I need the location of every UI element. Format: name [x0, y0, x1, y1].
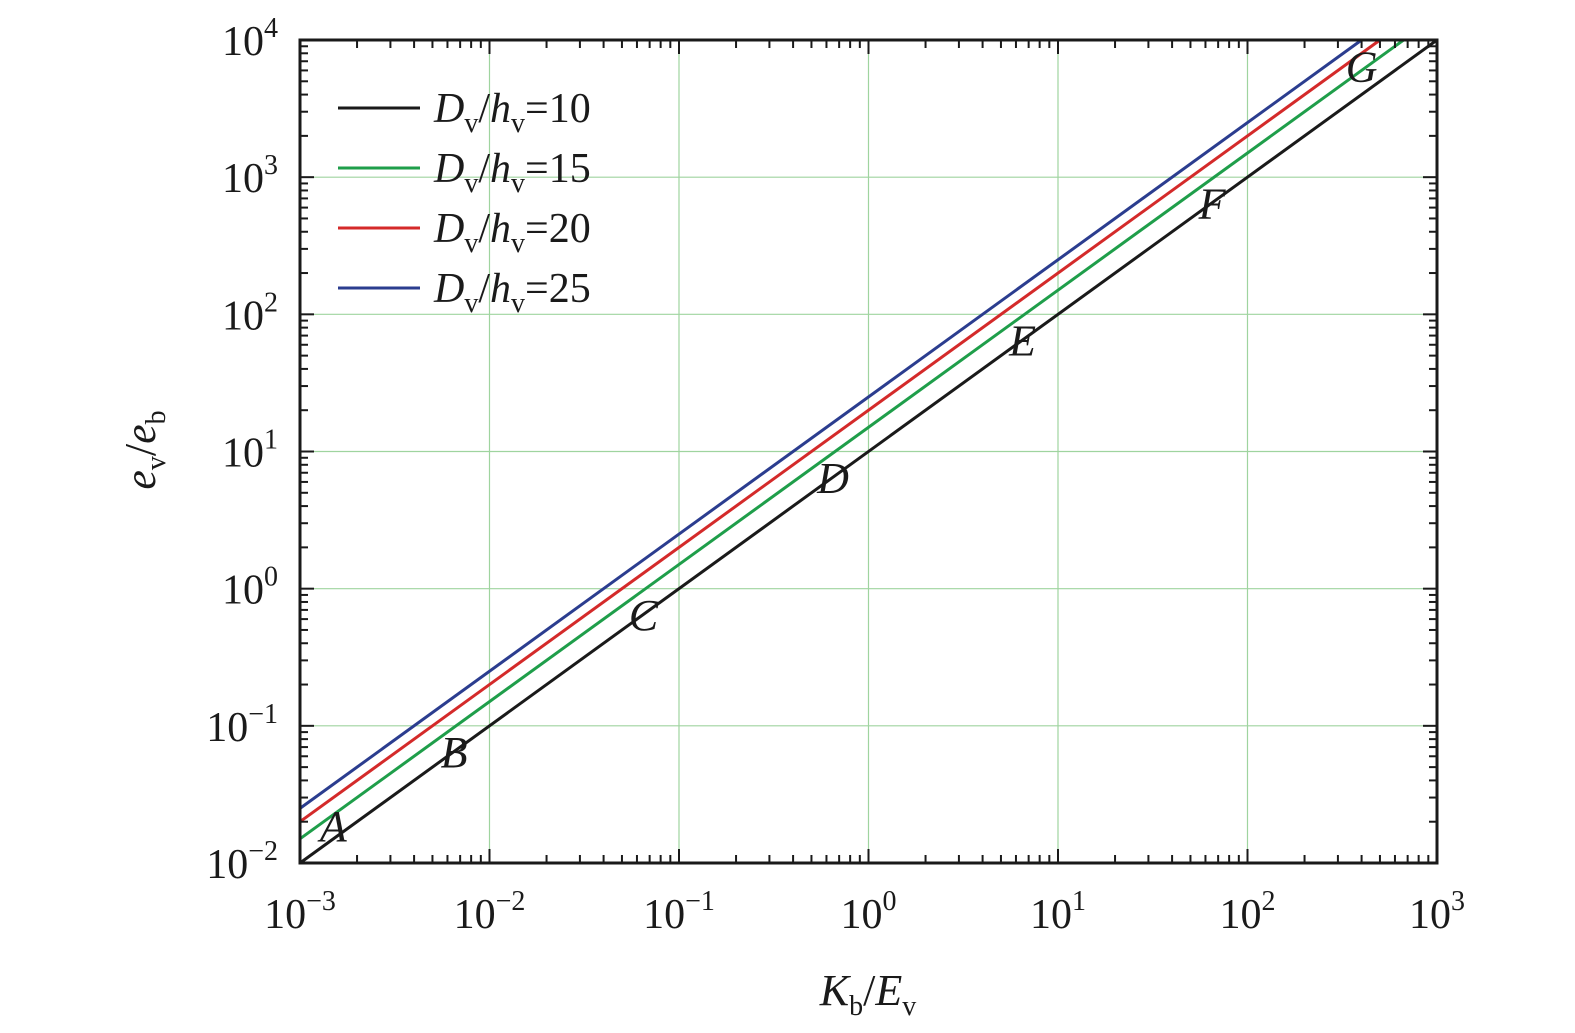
series-line-3 [299, 38, 1381, 823]
point-label-g: G [1346, 42, 1378, 91]
x-tick-label: 10−1 [643, 886, 715, 938]
y-tick-label: 100 [222, 562, 278, 614]
series-line-1 [299, 38, 1438, 865]
point-label-c: C [629, 591, 659, 640]
point-label-d: D [816, 454, 849, 503]
x-tick-label: 103 [1409, 886, 1465, 938]
legend-entry: Dv/hv=15 [433, 146, 591, 199]
tick-labels: 10−3 10−2 10−1 100 101 102 10310−210−110010110… [206, 13, 1465, 938]
y-tick-label: 103 [222, 150, 278, 202]
legend-entry: Dv/hv=10 [433, 86, 591, 139]
series-lines [299, 38, 1438, 865]
y-tick-label: 101 [222, 425, 278, 477]
point-labels: A B C D E F G [317, 42, 1378, 851]
legend-entry: Dv/hv=20 [433, 206, 591, 259]
y-tick-label: 104 [222, 13, 278, 65]
x-axis-label: Kb/Ev [819, 966, 916, 1022]
x-tick-label: 102 [1220, 886, 1276, 938]
point-label-a: A [317, 802, 348, 851]
x-tick-label: 100 [841, 886, 897, 938]
y-tick-label: 10−2 [206, 836, 278, 888]
x-tick-label: 10−3 [264, 886, 336, 938]
axis-ticks [299, 40, 1437, 864]
point-label-f: F [1198, 179, 1227, 228]
y-axis-label: ev/eb [116, 410, 172, 489]
y-tick-label: 10−1 [206, 699, 278, 751]
series-line-4 [299, 38, 1363, 810]
x-tick-label: 101 [1030, 886, 1086, 938]
legend-entry: Dv/hv=25 [433, 266, 591, 319]
y-tick-label: 102 [222, 287, 278, 339]
x-tick-label: 10−2 [454, 886, 526, 938]
legend: Dv/hv=10 Dv/hv=15 Dv/hv=20 Dv/hv=25 [338, 86, 591, 319]
point-label-e: E [1008, 317, 1036, 366]
point-label-b: B [441, 728, 468, 777]
series-line-2 [299, 38, 1405, 841]
